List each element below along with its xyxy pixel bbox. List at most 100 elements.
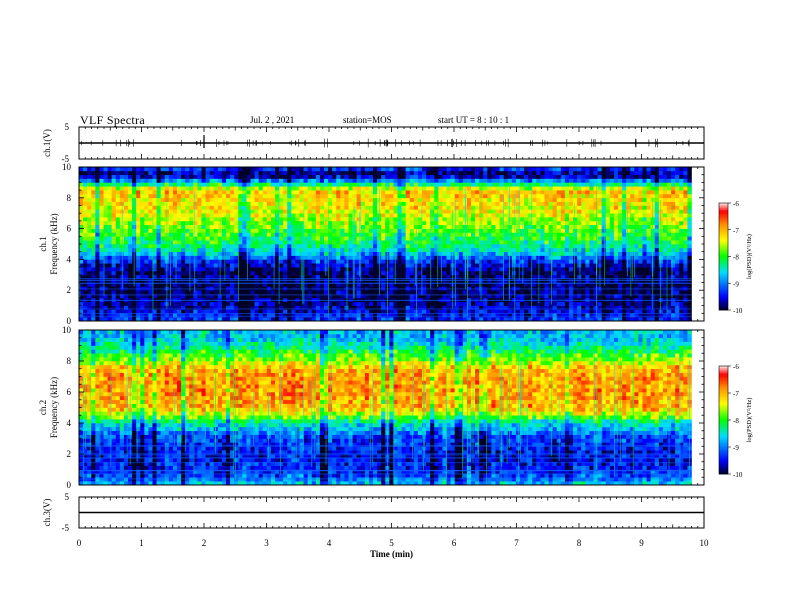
spectrogram-cell [324, 209, 329, 214]
spectrogram-cell [340, 224, 345, 229]
spectrogram-cell [95, 197, 100, 202]
spectrogram-cell [393, 197, 398, 202]
spectrogram-cell [189, 232, 194, 237]
spectrogram-cell [209, 201, 215, 206]
spectrogram-cell [295, 236, 300, 241]
spectrogram-cell [438, 255, 443, 260]
spectrogram-cell [422, 270, 427, 276]
spectrogram-cell [315, 263, 321, 268]
spectrogram-cell [205, 240, 210, 245]
spectrogram-cell [438, 217, 443, 222]
spectrogram-cell [136, 182, 141, 187]
spectrogram-cell [205, 201, 210, 206]
spectrogram-cell [123, 228, 129, 233]
spectrogram-cell [426, 209, 431, 214]
spectrogram-cell [462, 309, 468, 314]
spectrogram-cell [140, 309, 145, 314]
spectrogram-cell [266, 209, 272, 214]
spectrogram-cell [91, 270, 96, 276]
spectrogram-cell [160, 263, 166, 268]
spectrogram-cell [303, 178, 308, 183]
spectrogram-cell [487, 213, 492, 218]
spectrogram-cell [221, 313, 227, 318]
spectrogram-cell [458, 286, 464, 291]
spectrogram-cell [422, 251, 427, 256]
spectrogram-cell [213, 232, 219, 237]
spectrogram-cell [123, 317, 129, 322]
spectrogram-cell [205, 263, 210, 268]
spectrogram-cell [164, 317, 170, 322]
spectrogram-cell [270, 240, 276, 245]
spectrogram-cell [360, 217, 366, 222]
spectrogram-cell [315, 255, 321, 260]
spectrogram-cell [491, 247, 496, 252]
spectrogram-cell [87, 205, 92, 210]
spectrogram-cell [373, 309, 378, 314]
spectrogram-cell [83, 294, 88, 299]
spectrogram-cell [471, 305, 476, 310]
spectrogram-cell [181, 186, 186, 191]
spectrogram-cell [87, 251, 92, 256]
spectrogram-cell [373, 174, 378, 179]
spectrogram-cell [144, 247, 149, 252]
spectrogram-cell [422, 186, 427, 191]
spectrogram-cell [168, 178, 174, 183]
spectrogram-cell [360, 244, 366, 249]
spectrogram-cell [417, 220, 423, 226]
spectrogram-cell [356, 290, 362, 295]
spectrogram-cell [221, 236, 227, 241]
spectrogram-cell [450, 270, 455, 276]
spectrogram-cell [266, 232, 272, 237]
spectrogram-cell [217, 167, 223, 172]
spectrogram-cell [226, 201, 231, 206]
spectrogram-cell [417, 167, 423, 172]
spectrogram-cell [79, 274, 84, 279]
spectrogram-cell [209, 170, 215, 175]
spectrogram-cell [283, 286, 288, 291]
spectrogram-cell [348, 240, 353, 245]
spectrogram-cell [397, 251, 402, 256]
spectrogram-cell [471, 186, 476, 191]
spectrogram-cell [160, 301, 166, 306]
spectrogram-cell [389, 290, 394, 295]
spectrogram-cell [413, 232, 419, 237]
spectrogram-cell [189, 267, 194, 272]
spectrogram-cell [466, 244, 472, 249]
spectrogram-cell [226, 178, 231, 183]
spectrogram-cell [324, 313, 329, 318]
spectrogram-cell [115, 232, 121, 237]
spectrogram-cell [291, 317, 296, 322]
spectrogram-cell [373, 255, 378, 260]
spectrogram-cell [430, 228, 435, 233]
spectrogram-cell [450, 186, 455, 191]
spectrogram-cell [144, 205, 149, 210]
spectrogram-cell [466, 201, 472, 206]
spectrogram-cell [270, 209, 276, 214]
spectrogram-cell [201, 317, 206, 322]
spectrogram-cell [238, 244, 243, 249]
spectrogram-cell [393, 186, 398, 191]
spectrogram-cell [111, 209, 117, 214]
spectrogram-cell [377, 301, 382, 306]
spectrogram-cell [397, 263, 402, 268]
spectrogram-cell [368, 259, 374, 264]
spectrogram-cell [148, 240, 153, 245]
spectrogram-cell [422, 232, 427, 237]
spectrogram-cell [119, 309, 125, 314]
spectrogram-cell [152, 259, 157, 264]
spectrogram-cell [328, 220, 333, 226]
spectrogram-cell [287, 236, 292, 241]
spectrogram-cell [250, 313, 255, 318]
spectrogram-cell [356, 220, 362, 226]
spectrogram-cell [409, 267, 415, 272]
spectrogram-cell [352, 286, 357, 291]
spectrogram-cell [123, 263, 129, 268]
spectrogram-cell [328, 282, 333, 287]
spectrogram-cell [336, 270, 341, 276]
spectrogram-cell [332, 267, 337, 272]
spectrogram-cell [405, 305, 411, 310]
spectrogram-cell [148, 270, 153, 276]
spectrogram-cell [132, 313, 137, 318]
spectrogram-cell [262, 167, 268, 172]
spectrogram-cell [385, 186, 390, 191]
